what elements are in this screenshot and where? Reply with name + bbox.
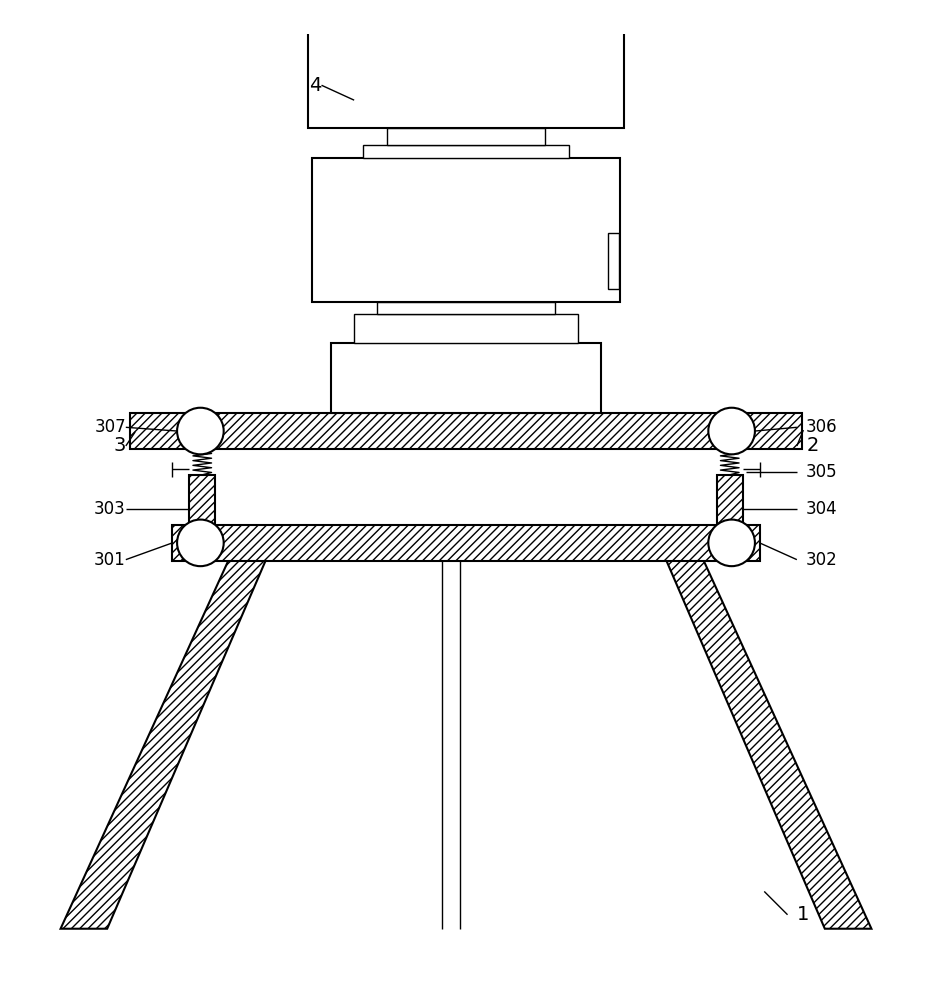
Text: 3: 3 bbox=[114, 436, 126, 455]
Text: 303: 303 bbox=[94, 500, 126, 518]
Text: 302: 302 bbox=[806, 551, 838, 569]
Bar bbox=[130, 413, 802, 449]
Bar bbox=[172, 525, 760, 561]
Bar bbox=[363, 145, 569, 158]
Text: 307: 307 bbox=[94, 418, 126, 436]
Text: 1: 1 bbox=[797, 905, 809, 924]
Bar bbox=[354, 314, 578, 343]
Polygon shape bbox=[666, 561, 871, 929]
Bar bbox=[308, 0, 624, 128]
Bar bbox=[189, 475, 215, 533]
Circle shape bbox=[177, 408, 224, 454]
Bar bbox=[189, 475, 215, 533]
Bar bbox=[377, 302, 555, 314]
Bar bbox=[172, 525, 760, 561]
Polygon shape bbox=[61, 561, 266, 929]
Circle shape bbox=[708, 520, 755, 566]
Text: 306: 306 bbox=[806, 418, 838, 436]
Bar bbox=[312, 158, 620, 302]
Bar bbox=[608, 233, 619, 289]
Circle shape bbox=[177, 520, 224, 566]
Text: 305: 305 bbox=[806, 463, 838, 481]
Bar bbox=[387, 128, 545, 145]
Bar bbox=[717, 475, 743, 533]
Text: 2: 2 bbox=[806, 436, 818, 455]
Bar bbox=[130, 413, 802, 449]
Text: 301: 301 bbox=[94, 551, 126, 569]
Circle shape bbox=[708, 408, 755, 454]
Text: 4: 4 bbox=[309, 76, 322, 95]
Bar bbox=[717, 475, 743, 533]
Bar bbox=[331, 343, 601, 413]
Text: 304: 304 bbox=[806, 500, 838, 518]
